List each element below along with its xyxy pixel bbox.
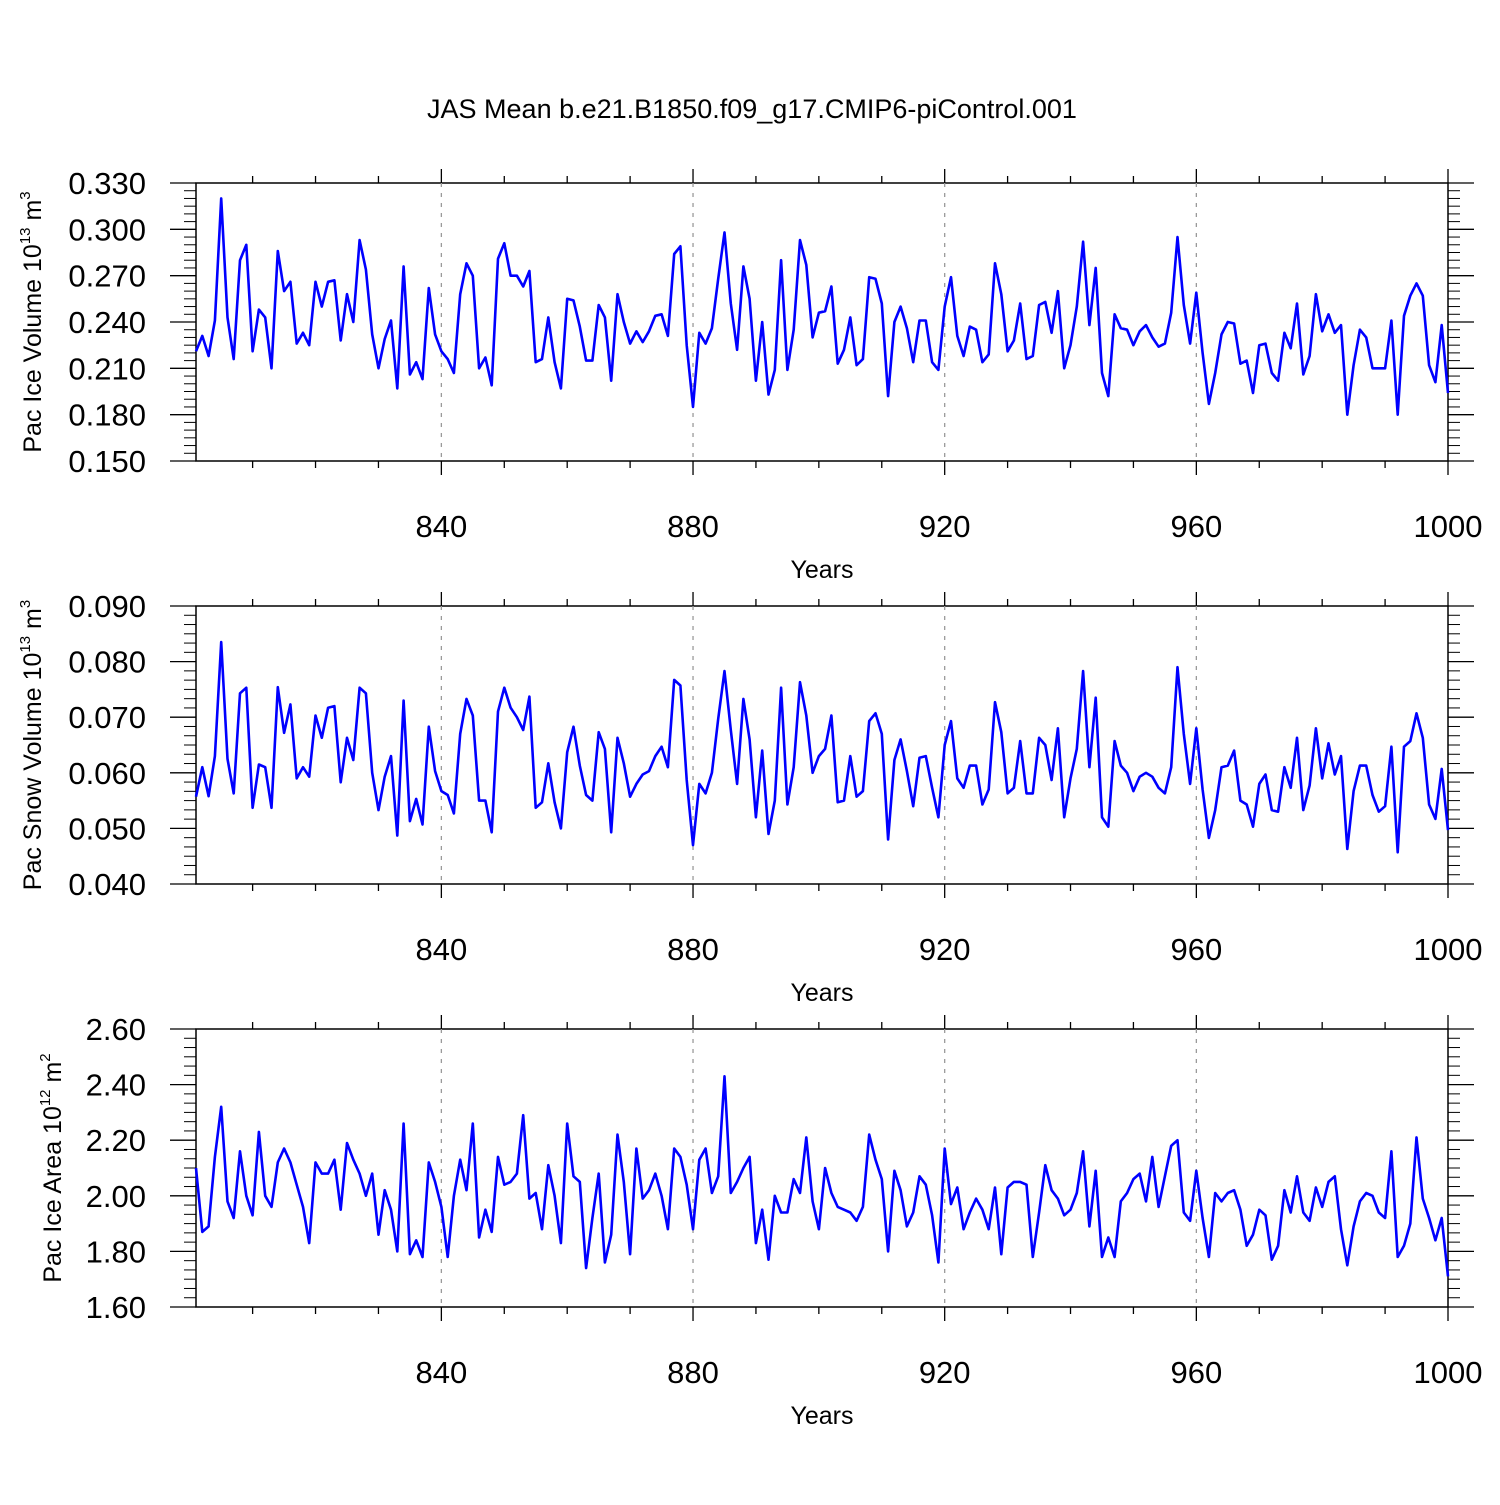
y-tick-label: 0.270 xyxy=(68,259,146,294)
y-tick-label: 0.300 xyxy=(68,212,146,247)
series-line xyxy=(194,197,1450,417)
x-tick-label: 840 xyxy=(415,932,467,967)
x-tick-label: 920 xyxy=(919,932,971,967)
y-tick-label: 0.150 xyxy=(68,444,146,479)
x-tick-label: 1000 xyxy=(1414,932,1483,967)
x-tick-label: 920 xyxy=(919,509,971,544)
x-axis-label: Years xyxy=(790,556,853,584)
x-tick-label: 880 xyxy=(667,509,719,544)
plot-frame xyxy=(195,1028,1449,1308)
y-tick-label: 2.20 xyxy=(86,1123,146,1158)
y-tick-label: 2.60 xyxy=(86,1012,146,1047)
y-tick-label: 0.090 xyxy=(68,589,146,624)
x-tick-label: 960 xyxy=(1170,1355,1222,1390)
x-tick-label: 920 xyxy=(919,1355,971,1390)
x-tick-label: 880 xyxy=(667,1355,719,1390)
chart-panel-1: 0.150 0.180 0.210 0.240 0.270 0.300 0.330 840 88… xyxy=(17,166,1482,584)
y-axis-label: Pac Snow Volume 1013 m3 xyxy=(17,600,47,890)
x-axis-label: Years xyxy=(790,979,853,1007)
y-tick-label: 2.00 xyxy=(86,1179,146,1214)
y-tick-label: 0.050 xyxy=(68,811,146,846)
x-tick-label: 1000 xyxy=(1414,509,1483,544)
x-tick-label: 840 xyxy=(415,509,467,544)
y-tick-label: 0.180 xyxy=(68,398,146,433)
y-axis-label: Pac Ice Area 1012 m2 xyxy=(37,1053,67,1282)
x-tick-label: 840 xyxy=(415,1355,467,1390)
x-tick-label: 880 xyxy=(667,932,719,967)
y-tick-label: 0.080 xyxy=(68,645,146,680)
chart-panel-3: 1.60 1.80 2.00 2.20 2.40 2.60 840 880 920 960 1000… xyxy=(37,1012,1482,1430)
y-tick-label: 0.240 xyxy=(68,305,146,340)
y-tick-label: 1.80 xyxy=(86,1234,146,1269)
x-axis-label: Years xyxy=(790,1402,853,1430)
x-tick-label: 1000 xyxy=(1414,1355,1483,1390)
plot-frame xyxy=(195,182,1449,462)
y-axis-label: Pac Ice Volume 1013 m3 xyxy=(17,191,47,452)
series-line xyxy=(194,1075,1450,1277)
chart-panel-2: 0.040 0.050 0.060 0.070 0.080 0.090 840 880 920 9… xyxy=(17,589,1482,1007)
y-tick-label: 0.060 xyxy=(68,756,146,791)
figure-title: JAS Mean b.e21.B1850.f09_g17.CMIP6-piCon… xyxy=(427,94,1077,124)
y-tick-label: 0.210 xyxy=(68,351,146,386)
series-line xyxy=(194,640,1450,854)
y-tick-label: 0.330 xyxy=(68,166,146,201)
y-tick-label: 0.040 xyxy=(68,867,146,902)
y-tick-label: 0.070 xyxy=(68,700,146,735)
x-tick-label: 960 xyxy=(1170,509,1222,544)
plot-frame xyxy=(195,605,1449,885)
y-tick-label: 2.40 xyxy=(86,1068,146,1103)
y-tick-label: 1.60 xyxy=(86,1290,146,1325)
x-tick-label: 960 xyxy=(1170,932,1222,967)
